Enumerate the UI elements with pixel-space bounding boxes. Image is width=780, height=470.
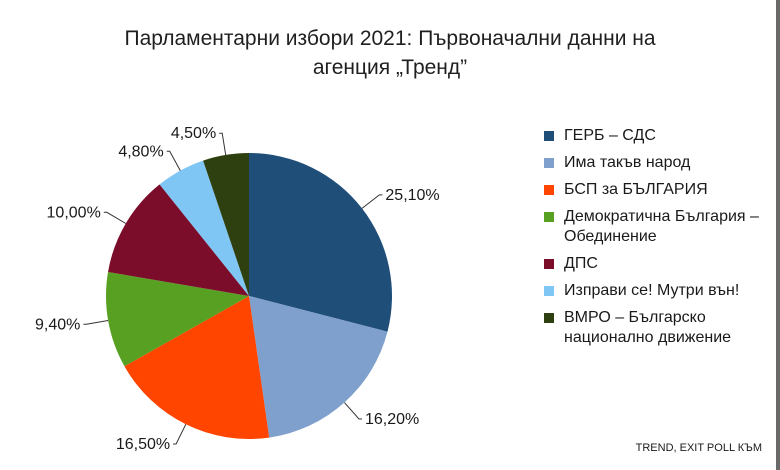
legend-item-bsp: БСП за БЪЛГАРИЯ bbox=[542, 180, 778, 200]
pie-slice bbox=[124, 296, 270, 440]
pie-slice bbox=[249, 296, 388, 438]
pie-leader-lines bbox=[83, 132, 383, 445]
chart-legend: ГЕРБ – СДС Има такъв народ БСП за БЪЛГАР… bbox=[542, 126, 778, 355]
legend-item-ima-takav-narod: Има такъв народ bbox=[542, 153, 778, 173]
legend-label: ГЕРБ – СДС bbox=[564, 127, 656, 144]
pie-labels: 25,10% 16,20% 16,50% 9,40% 10,00% 4,80% 4,50% bbox=[35, 125, 440, 453]
pie-slice-label: 10,00% bbox=[47, 204, 101, 221]
pie-leader-line bbox=[166, 150, 181, 171]
legend-swatch bbox=[544, 131, 554, 141]
pie-leader-line bbox=[103, 211, 127, 224]
legend-swatch bbox=[544, 212, 554, 222]
legend-label: ДПС bbox=[564, 255, 598, 272]
pie-leader-line bbox=[173, 424, 187, 445]
pie-slice bbox=[159, 160, 249, 296]
pie-slice-label: 16,50% bbox=[116, 436, 170, 453]
legend-swatch bbox=[544, 286, 554, 296]
pie-slice-label: 9,40% bbox=[35, 316, 80, 333]
pie-leader-line bbox=[219, 132, 227, 155]
chart-title: Парламентарни избори 2021: Първоначални … bbox=[40, 24, 740, 82]
legend-item-vmro: ВМРО – Българско национално движение bbox=[542, 308, 778, 348]
legend-item-gerb-sds: ГЕРБ – СДС bbox=[542, 126, 778, 146]
pie-slice-label: 16,20% bbox=[365, 411, 419, 428]
pie-leader-line bbox=[344, 402, 362, 420]
pie-leader-line bbox=[361, 194, 383, 209]
legend-item-dps: ДПС bbox=[542, 254, 778, 274]
legend-label: ВМРО – Българско национално движение bbox=[564, 309, 732, 346]
legend-label: Демократична България – Обединение bbox=[564, 208, 759, 245]
legend-swatch bbox=[544, 185, 554, 195]
legend-label: Изправи се! Мутри вън! bbox=[564, 282, 740, 299]
legend-swatch bbox=[544, 313, 554, 323]
legend-label: БСП за БЪЛГАРИЯ bbox=[564, 181, 708, 198]
pie-slice bbox=[203, 153, 249, 296]
legend-label: Има такъв народ bbox=[564, 154, 691, 171]
pie-slice-label: 4,80% bbox=[118, 143, 163, 160]
legend-item-izpravi-se: Изправи се! Мутри вън! bbox=[542, 281, 778, 301]
pie-slice bbox=[108, 184, 249, 296]
legend-item-demokratichna-bulgaria: Демократична България – Обединение bbox=[542, 207, 778, 247]
window-edge bbox=[776, 0, 780, 470]
pie-slice-label: 4,50% bbox=[171, 125, 216, 142]
pie-slices bbox=[105, 153, 393, 440]
legend-swatch bbox=[544, 158, 554, 168]
source-note: TREND, EXIT POLL КЪМ bbox=[635, 442, 762, 454]
pie-slice-label: 25,10% bbox=[385, 187, 439, 204]
pie-slice bbox=[105, 271, 249, 367]
chart-title-line-2: агенция „Тренд” bbox=[312, 56, 468, 79]
pie-leader-line bbox=[83, 320, 109, 325]
pie-slice bbox=[249, 153, 393, 332]
chart-title-line-1: Парламентарни избори 2021: Първоначални … bbox=[124, 27, 656, 50]
legend-swatch bbox=[544, 259, 554, 269]
